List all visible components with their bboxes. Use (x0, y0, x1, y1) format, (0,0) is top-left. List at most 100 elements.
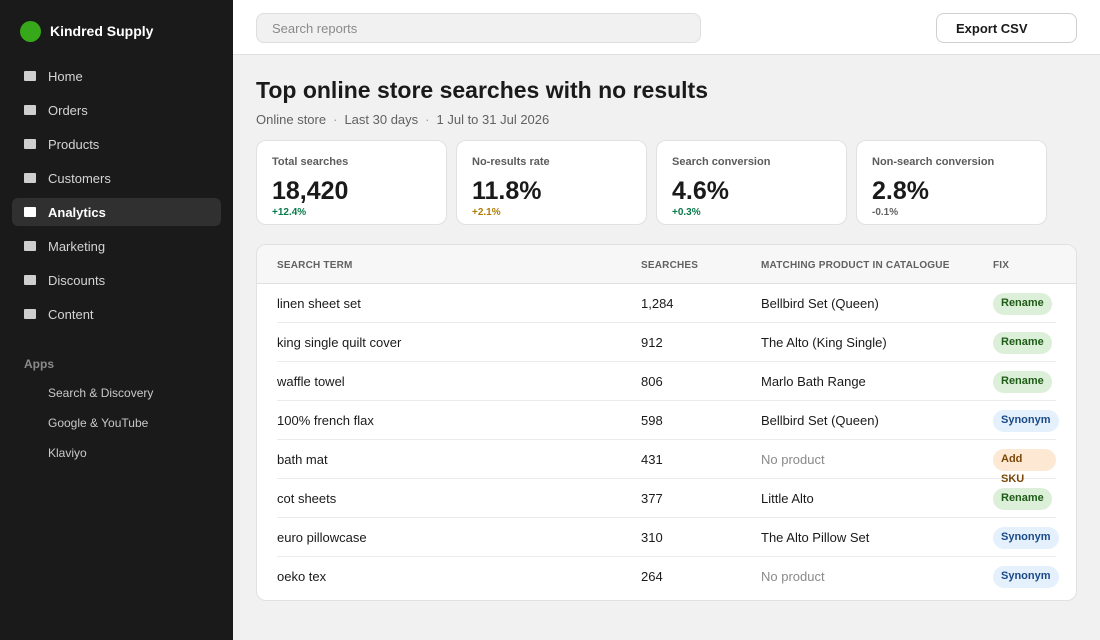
search-term-cell: bath mat (277, 452, 328, 467)
matching-product-cell: No product (761, 569, 825, 584)
sidebar-item-products[interactable]: Products (12, 130, 221, 158)
table-row[interactable]: 100% french flax 598 Bellbird Set (Queen) S… (277, 401, 1059, 440)
matching-product-cell: No product (761, 452, 825, 467)
sidebar-item-label: Home (48, 68, 83, 84)
matching-product-cell: The Alto (King Single) (761, 335, 887, 350)
kpi-card-non-search-conversion: Non-search conversion 2.8% -0.1% (856, 140, 1047, 225)
export-csv-button[interactable]: Export CSV (936, 13, 1077, 43)
table-row[interactable]: euro pillowcase 310 The Alto Pillow Set Syn… (277, 518, 1059, 557)
kpi-delta: -0.1% (872, 207, 899, 218)
search-term-cell: oeko tex (277, 569, 327, 584)
date-range-label: Last 30 days (344, 112, 419, 127)
fix-cell: Synonym (993, 410, 1059, 432)
app-item-klaviyo[interactable]: Klaviyo (48, 446, 87, 460)
marketing-icon (24, 241, 36, 251)
kpi-cards: Total searches 18,420 +12.4% No-results … (256, 140, 1056, 225)
discounts-icon (24, 275, 36, 285)
column-header-searches[interactable]: SEARCHES (641, 260, 699, 271)
search-input[interactable] (256, 13, 701, 43)
sidebar-item-discounts[interactable]: Discounts (12, 266, 221, 294)
sidebar-item-label: Orders (48, 102, 88, 118)
fix-cell: Rename (993, 293, 1052, 315)
table-row[interactable]: bath mat 431 No product Add SKU (277, 440, 1056, 485)
sidebar-item-orders[interactable]: Orders (12, 96, 221, 124)
searches-count-cell: 310 (641, 530, 663, 545)
home-icon (24, 71, 36, 81)
column-header-fix[interactable]: FIX (993, 260, 1010, 271)
sidebar-item-label: Products (48, 136, 100, 152)
search-term-cell: king single quilt cover (277, 335, 402, 350)
fix-synonym-badge[interactable]: Synonym (993, 527, 1059, 549)
fix-rename-badge[interactable]: Rename (993, 293, 1052, 315)
customers-icon (24, 173, 36, 183)
content-icon (24, 309, 36, 319)
matching-product-cell: Marlo Bath Range (761, 374, 866, 389)
sidebar-item-customers[interactable]: Customers (12, 164, 221, 192)
sidebar-item-label: Customers (48, 170, 111, 186)
column-header-matching-product[interactable]: MATCHING PRODUCT IN CATALOGUE (761, 260, 950, 271)
sidebar-item-label: Marketing (48, 238, 106, 254)
kpi-value: 4.6% (672, 177, 729, 205)
brand[interactable]: Kindred Supply (20, 20, 153, 42)
table-row[interactable]: linen sheet set 1,284 Bellbird Set (Queen)… (277, 284, 1056, 323)
fix-rename-badge[interactable]: Rename (993, 488, 1052, 510)
search-term-cell: cot sheets (277, 491, 337, 506)
matching-product-cell: Little Alto (761, 491, 814, 506)
table-row[interactable]: oeko tex 264 No product Synonym (277, 557, 1059, 596)
search-term-cell: linen sheet set (277, 296, 361, 311)
kpi-delta: +0.3% (672, 207, 701, 218)
sidebar-item-content[interactable]: Content (12, 300, 221, 328)
table-body: linen sheet set 1,284 Bellbird Set (Queen)… (257, 284, 1076, 596)
fix-synonym-badge[interactable]: Synonym (993, 410, 1059, 432)
sidebar-item-analytics[interactable]: Analytics (12, 198, 221, 226)
kpi-card-no-results-rate: No-results rate 11.8% +2.1% (456, 140, 647, 225)
matching-product-cell: Bellbird Set (Queen) (761, 413, 879, 428)
sidebar-item-home[interactable]: Home (12, 62, 221, 90)
search-term-cell: euro pillowcase (277, 530, 367, 545)
fix-rename-badge[interactable]: Rename (993, 371, 1052, 393)
fix-cell: Add SKU (993, 449, 1056, 485)
sidebar-item-label: Content (48, 306, 94, 322)
searches-count-cell: 806 (641, 374, 663, 389)
fix-cell: Rename (993, 488, 1052, 510)
sidebar-item-label: Analytics (48, 204, 106, 220)
column-header-search-term[interactable]: SEARCH TERM (277, 260, 353, 271)
store-name: Kindred Supply (50, 23, 154, 39)
sidebar-item-label: Discounts (48, 272, 106, 288)
fix-synonym-badge[interactable]: Synonym (993, 566, 1059, 588)
apps-list: Search & Discovery Google & YouTube Klav… (48, 384, 153, 474)
table-header: SEARCH TERM SEARCHES MATCHING PRODUCT IN… (257, 245, 1076, 284)
orders-icon (24, 105, 36, 115)
fix-rename-badge[interactable]: Rename (993, 332, 1052, 354)
sidebar-nav: Home Orders Products Customers Analytics… (12, 62, 221, 334)
store-logo-icon (20, 20, 41, 42)
kpi-delta: +12.4% (272, 207, 307, 218)
matching-product-cell: Bellbird Set (Queen) (761, 296, 879, 311)
fix-addsku-badge[interactable]: Add SKU (993, 449, 1056, 485)
table-row[interactable]: king single quilt cover 912 The Alto (King… (277, 323, 1056, 362)
kpi-label: Non-search conversion (872, 156, 995, 168)
searches-count-cell: 912 (641, 335, 663, 350)
kpi-label: Total searches (272, 156, 349, 168)
sidebar: Kindred Supply Home Orders Products Cust… (0, 0, 233, 640)
analytics-icon (24, 207, 36, 217)
fix-cell: Rename (993, 371, 1052, 393)
matching-product-cell: The Alto Pillow Set (761, 530, 870, 545)
apps-section-label: Apps (24, 357, 54, 371)
searches-count-cell: 264 (641, 569, 663, 584)
search-term-cell: waffle towel (277, 374, 345, 389)
table-row[interactable]: waffle towel 806 Marlo Bath Range Rename (277, 362, 1056, 401)
page-subtitle: Online store · Last 30 days · 1 Jul to 3… (256, 112, 549, 127)
kpi-label: Search conversion (672, 156, 771, 168)
kpi-value: 2.8% (872, 177, 929, 205)
products-icon (24, 139, 36, 149)
kpi-value: 11.8% (472, 177, 542, 205)
app-item-google-youtube[interactable]: Google & YouTube (48, 416, 149, 430)
searches-count-cell: 1,284 (641, 296, 674, 311)
searches-count-cell: 377 (641, 491, 663, 506)
date-range-dates: 1 Jul to 31 Jul 2026 (436, 112, 550, 127)
app-item-search-discovery[interactable]: Search & Discovery (48, 386, 154, 400)
sidebar-item-marketing[interactable]: Marketing (12, 232, 221, 260)
searches-count-cell: 598 (641, 413, 663, 428)
table-row[interactable]: cot sheets 377 Little Alto Rename (277, 479, 1056, 518)
